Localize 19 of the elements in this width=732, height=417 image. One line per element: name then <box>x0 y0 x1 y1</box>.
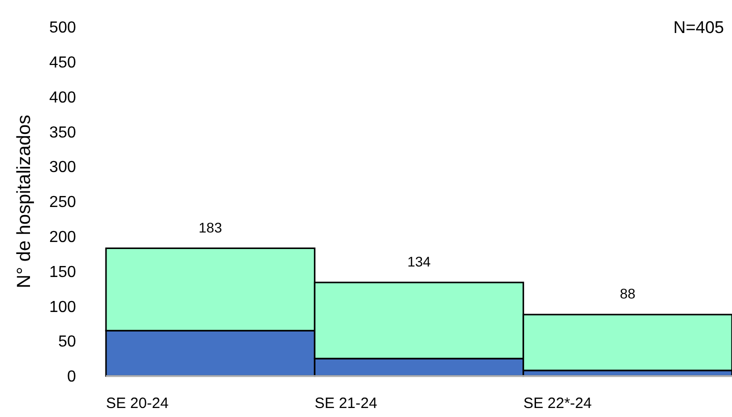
y-tick-label: 100 <box>49 298 76 316</box>
y-tick-label: 250 <box>49 194 76 212</box>
y-tick-label: 450 <box>49 54 76 72</box>
y-tick-label: 50 <box>58 334 76 351</box>
total-label: 134 <box>407 253 431 270</box>
y-tick-label: 0 <box>67 368 76 386</box>
y-tick-label: 200 <box>49 229 76 246</box>
y-axis-title: N° de hospitalizados <box>14 114 35 288</box>
total-label: 88 <box>620 286 636 302</box>
y-tick-label: 150 <box>49 264 76 281</box>
y-tick-label: 400 <box>49 89 76 106</box>
x-tick-label: SE 22*-24 <box>523 395 592 412</box>
y-tick-label: 350 <box>49 124 76 142</box>
y-tick-label: 500 <box>49 20 76 37</box>
annotation: N=405 <box>673 18 724 37</box>
y-tick-label: 300 <box>49 159 76 176</box>
x-tick-label: SE 21-24 <box>314 395 378 412</box>
x-tick-label: SE 20-24 <box>106 395 169 412</box>
total-label: 183 <box>198 219 222 236</box>
